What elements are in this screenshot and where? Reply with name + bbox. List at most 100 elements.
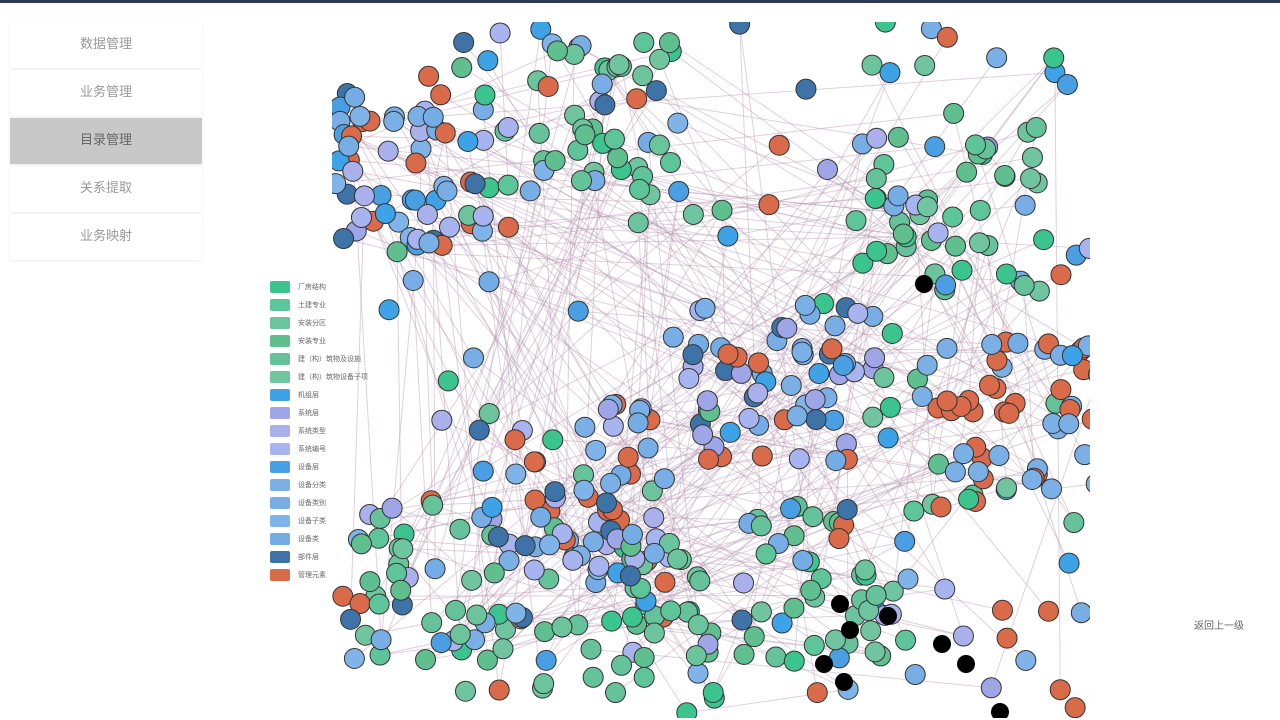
edge xyxy=(411,199,762,527)
node xyxy=(594,94,616,116)
legend-label: 设备子类 xyxy=(298,517,326,525)
node xyxy=(434,122,456,144)
legend-item[interactable]: 设备类 xyxy=(270,530,368,548)
node xyxy=(472,460,494,482)
menu-item[interactable]: 数据管理 xyxy=(10,22,202,68)
node xyxy=(497,216,519,238)
legend-item[interactable]: 设备类别 xyxy=(270,494,368,512)
legend-item[interactable]: 安装分区 xyxy=(270,314,368,332)
node xyxy=(546,40,568,62)
node xyxy=(1078,237,1090,259)
legend-item[interactable]: 建（构）筑物设备子项 xyxy=(270,368,368,386)
node xyxy=(658,32,680,54)
legend-item[interactable]: 系统层 xyxy=(270,404,368,422)
edge xyxy=(431,422,1053,502)
edge xyxy=(968,242,980,401)
node xyxy=(649,48,671,70)
legend-item[interactable]: 土建专业 xyxy=(270,296,368,314)
legend-item[interactable]: 安装专业 xyxy=(270,332,368,350)
node xyxy=(588,555,610,577)
legend-item[interactable]: 系统编号 xyxy=(270,440,368,458)
node xyxy=(933,635,951,653)
node xyxy=(825,450,847,472)
node xyxy=(780,498,802,520)
node xyxy=(1074,444,1090,466)
node xyxy=(751,445,773,467)
back-button[interactable]: 返回上一级 xyxy=(1194,621,1244,632)
node xyxy=(1025,117,1047,139)
node xyxy=(386,241,408,263)
node xyxy=(981,333,1003,355)
node xyxy=(1058,413,1080,435)
menu-item[interactable]: 关系提取 xyxy=(10,166,202,212)
legend-item[interactable]: 管理元素 xyxy=(270,566,368,584)
node xyxy=(1081,408,1090,430)
node xyxy=(350,533,372,555)
legend-swatch xyxy=(270,443,290,455)
node xyxy=(1021,146,1043,168)
legend-item[interactable]: 厂房结构 xyxy=(270,278,368,296)
legend-swatch xyxy=(270,281,290,293)
node xyxy=(422,106,444,128)
node xyxy=(733,572,755,594)
node xyxy=(478,271,500,293)
node xyxy=(915,275,933,293)
node xyxy=(969,199,991,221)
node xyxy=(956,161,978,183)
node xyxy=(865,584,887,606)
node xyxy=(828,528,850,550)
node xyxy=(476,649,498,671)
node xyxy=(719,421,741,443)
legend-item[interactable]: 设备层 xyxy=(270,458,368,476)
node xyxy=(668,180,690,202)
node xyxy=(381,497,403,519)
edge xyxy=(384,213,551,546)
node xyxy=(996,627,1018,649)
node xyxy=(498,550,520,572)
node xyxy=(573,479,595,501)
menu-item[interactable]: 业务管理 xyxy=(10,70,202,116)
node xyxy=(991,703,1009,718)
legend-item[interactable]: 设备子类 xyxy=(270,512,368,530)
node xyxy=(1058,552,1080,574)
node xyxy=(359,571,381,593)
node xyxy=(505,602,527,624)
legend-label: 土建专业 xyxy=(298,301,326,309)
edge xyxy=(639,189,679,560)
menu-item[interactable]: 业务映射 xyxy=(10,214,202,260)
node xyxy=(792,549,814,571)
node xyxy=(1061,345,1083,367)
edge xyxy=(397,251,1021,282)
node xyxy=(489,22,511,44)
node xyxy=(544,481,566,503)
node xyxy=(994,164,1016,186)
node xyxy=(806,682,828,704)
legend-swatch xyxy=(270,461,290,473)
node xyxy=(854,559,876,581)
node xyxy=(645,80,667,102)
edge xyxy=(608,253,888,410)
legend-item[interactable]: 部件层 xyxy=(270,548,368,566)
edge xyxy=(845,363,1049,612)
node xyxy=(821,338,843,360)
legend-swatch xyxy=(270,407,290,419)
node xyxy=(595,492,617,514)
legend-item[interactable]: 建（构）筑物及设施 xyxy=(270,350,368,368)
node xyxy=(743,626,765,648)
node xyxy=(802,506,824,528)
edge xyxy=(452,64,620,642)
menu-item[interactable]: 目录管理 xyxy=(10,118,202,164)
edge xyxy=(461,67,1069,425)
legend-item[interactable]: 设备分类 xyxy=(270,476,368,494)
edge xyxy=(343,238,803,353)
legend-swatch xyxy=(270,569,290,581)
node xyxy=(824,315,846,337)
legend-item[interactable]: 机组层 xyxy=(270,386,368,404)
edge xyxy=(577,67,606,625)
node xyxy=(353,185,375,207)
node xyxy=(463,347,485,369)
node xyxy=(528,122,550,144)
legend-item[interactable]: 系统类型 xyxy=(270,422,368,440)
edge xyxy=(473,357,849,644)
edge xyxy=(739,24,762,526)
